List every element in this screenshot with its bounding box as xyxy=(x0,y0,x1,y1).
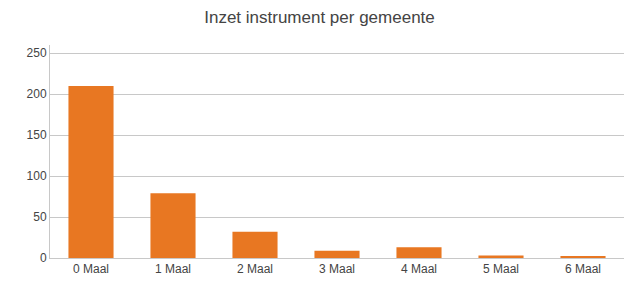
svg-text:Inzet instrument per gemeente: Inzet instrument per gemeente xyxy=(204,8,435,27)
svg-text:100: 100 xyxy=(27,169,47,183)
svg-text:4 Maal: 4 Maal xyxy=(401,262,437,276)
svg-text:0: 0 xyxy=(40,251,47,265)
svg-text:150: 150 xyxy=(27,128,47,142)
svg-text:3 Maal: 3 Maal xyxy=(319,262,355,276)
svg-text:0 Maal: 0 Maal xyxy=(73,262,109,276)
svg-text:200: 200 xyxy=(27,87,47,101)
svg-text:6 Maal: 6 Maal xyxy=(565,262,601,276)
svg-text:250: 250 xyxy=(27,46,47,60)
svg-text:50: 50 xyxy=(33,210,47,224)
svg-text:1 Maal: 1 Maal xyxy=(155,262,191,276)
svg-text:2 Maal: 2 Maal xyxy=(237,262,273,276)
svg-text:5 Maal: 5 Maal xyxy=(483,262,519,276)
